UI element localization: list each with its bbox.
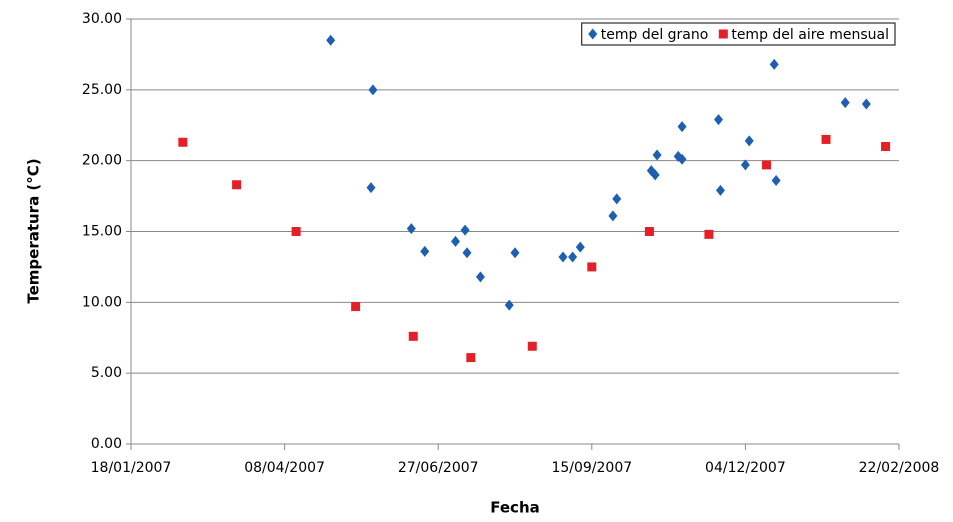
point bbox=[366, 182, 376, 194]
point bbox=[527, 341, 537, 351]
point bbox=[861, 98, 871, 110]
y-tick-label: 5.00 bbox=[91, 365, 122, 381]
point bbox=[762, 160, 772, 170]
y-axis-title: Temperatura (°C) bbox=[25, 158, 43, 303]
y-tick-label: 0.00 bbox=[91, 436, 122, 452]
point bbox=[504, 299, 514, 311]
point bbox=[771, 175, 781, 186]
y-tick-label: 25.00 bbox=[82, 82, 122, 98]
point bbox=[420, 245, 430, 257]
point bbox=[652, 149, 662, 161]
y-tick-label: 10.00 bbox=[82, 294, 122, 310]
legend: temp del grano temp del aire mensual bbox=[581, 22, 896, 46]
point bbox=[462, 247, 472, 259]
point bbox=[644, 227, 654, 236]
point bbox=[510, 247, 520, 259]
y-tick-label: 30.00 bbox=[82, 11, 122, 27]
point bbox=[587, 262, 597, 272]
point bbox=[291, 227, 301, 236]
point bbox=[704, 229, 714, 239]
y-tick-label: 15.00 bbox=[82, 224, 122, 240]
point bbox=[178, 137, 188, 147]
point bbox=[475, 271, 485, 283]
point bbox=[881, 142, 891, 151]
y-tick-label: 20.00 bbox=[82, 153, 122, 169]
point bbox=[769, 58, 779, 70]
point bbox=[232, 180, 242, 190]
point bbox=[558, 251, 568, 263]
point bbox=[677, 153, 687, 165]
point bbox=[466, 353, 476, 363]
point bbox=[351, 302, 361, 312]
x-tick-label: 15/09/2007 bbox=[551, 460, 632, 476]
x-tick-label: 22/02/2008 bbox=[859, 460, 940, 476]
point bbox=[714, 114, 724, 126]
point bbox=[326, 34, 336, 46]
x-tick-label: 04/12/2007 bbox=[705, 460, 786, 476]
point bbox=[650, 169, 660, 181]
legend-label: temp del grano bbox=[601, 27, 709, 43]
point bbox=[408, 331, 418, 341]
point bbox=[715, 184, 725, 196]
legend-label: temp del aire mensual bbox=[731, 27, 889, 43]
legend-box bbox=[581, 22, 896, 46]
point bbox=[821, 134, 831, 144]
point bbox=[450, 235, 460, 247]
point bbox=[368, 84, 378, 96]
point bbox=[406, 223, 416, 235]
x-axis-title: Fecha bbox=[490, 499, 540, 517]
legend-marker bbox=[588, 28, 598, 40]
point bbox=[568, 251, 578, 263]
point bbox=[608, 210, 618, 222]
x-tick-label: 27/06/2007 bbox=[398, 460, 479, 476]
point bbox=[460, 224, 470, 236]
point bbox=[840, 97, 850, 109]
point bbox=[677, 121, 687, 133]
x-tick-label: 18/01/2007 bbox=[91, 460, 172, 476]
point bbox=[612, 193, 622, 205]
point bbox=[740, 159, 750, 171]
x-tick-label: 08/04/2007 bbox=[244, 460, 325, 476]
legend-marker bbox=[718, 29, 728, 39]
point bbox=[744, 135, 754, 147]
point bbox=[575, 241, 585, 253]
